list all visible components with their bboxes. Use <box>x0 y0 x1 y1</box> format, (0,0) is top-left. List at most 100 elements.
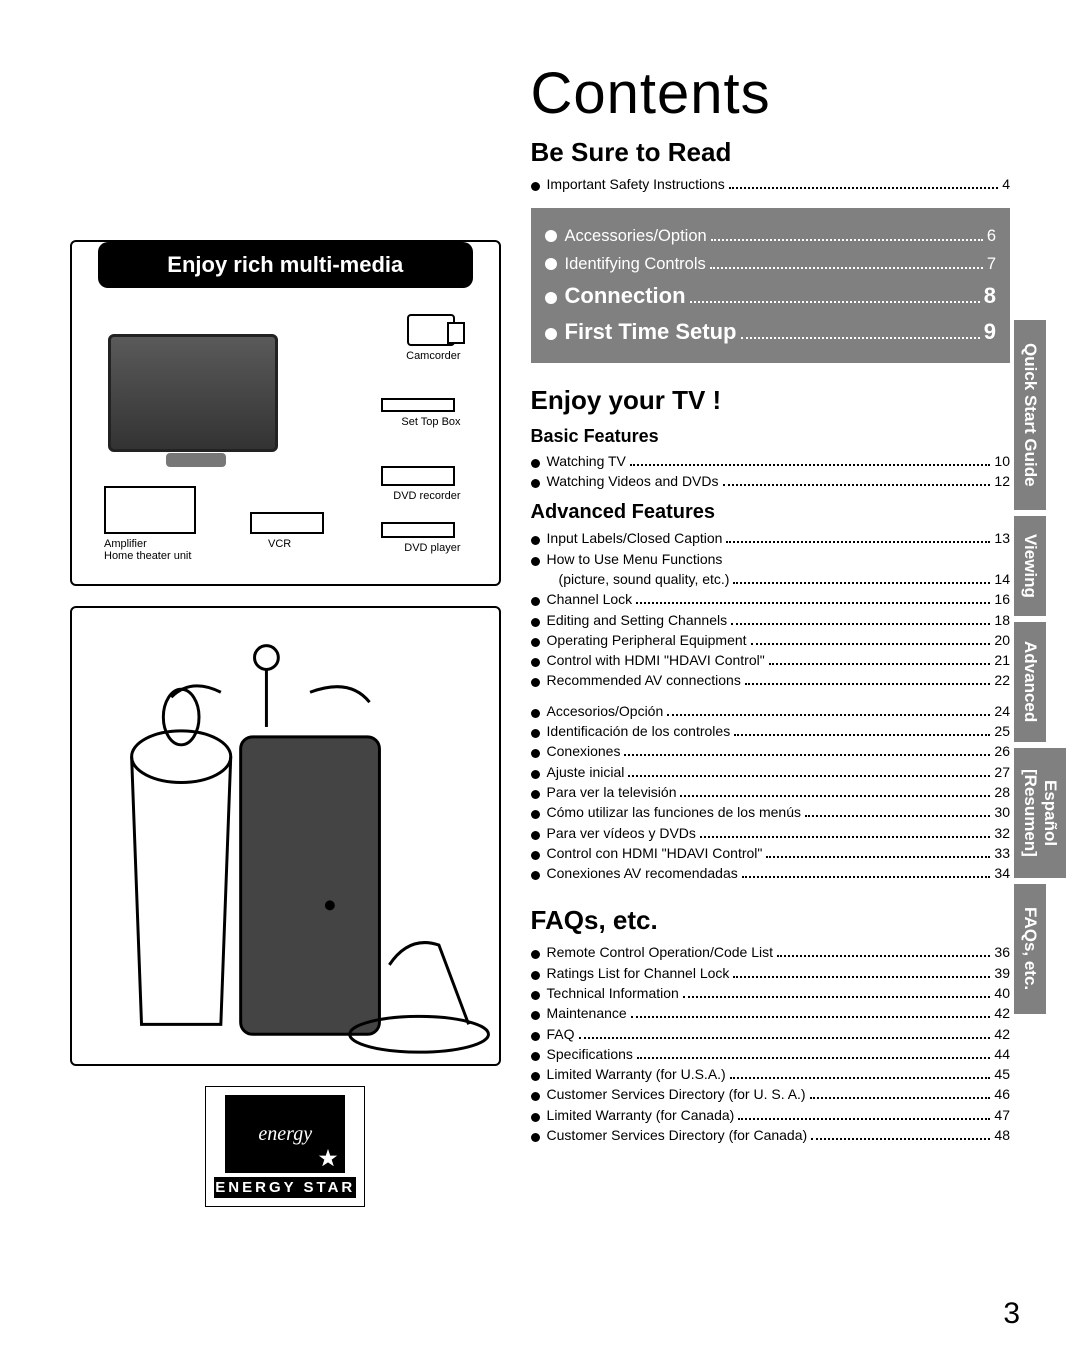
toc-row: Conexiones AV recomendadas 34 <box>531 863 1010 883</box>
bullet-icon <box>531 1133 540 1142</box>
vcr-icon <box>250 512 324 534</box>
bullet-icon <box>531 770 540 779</box>
lifestyle-illustration <box>70 606 501 1066</box>
toc-label: Accesorios/Opción <box>547 701 664 721</box>
toc-page: 46 <box>994 1084 1010 1104</box>
leader-dots <box>729 176 998 189</box>
bullet-icon <box>531 658 540 667</box>
toc-row: (picture, sound quality, etc.) 14 <box>531 569 1010 589</box>
heading-advanced: Advanced Features <box>531 501 1010 524</box>
toc-row: Watching TV 10 <box>531 451 1010 471</box>
bullet-icon <box>531 871 540 880</box>
leader-dots <box>579 1026 991 1039</box>
toc-label: Accessories/Option <box>565 222 707 250</box>
page-title: Contents <box>531 60 1010 127</box>
bullet-icon <box>531 1052 540 1061</box>
toc-page: 24 <box>994 701 1010 721</box>
toc-label: Identifying Controls <box>565 250 706 278</box>
bullet-icon <box>531 709 540 718</box>
tab-espanol: Español [Resumen] <box>1014 748 1066 878</box>
tab-viewing: Viewing <box>1014 516 1046 616</box>
toc-page: 12 <box>994 471 1010 491</box>
bullet-icon <box>531 557 540 566</box>
leader-dots <box>690 284 980 304</box>
heading-faqs: FAQs, etc. <box>531 905 1010 936</box>
advanced-list: Input Labels/Closed Caption13How to Use … <box>531 528 1010 690</box>
toc-row: Customer Services Directory (for Canada)… <box>531 1125 1010 1145</box>
toc-label: Important Safety Instructions <box>547 174 725 194</box>
toc-page: 18 <box>994 610 1010 630</box>
toc-label: (picture, sound quality, etc.) <box>559 569 730 589</box>
toc-row: Control with HDMI "HDAVI Control"21 <box>531 650 1010 670</box>
tv-icon <box>108 334 278 452</box>
leader-dots <box>733 571 990 584</box>
toc-row: Limited Warranty (for Canada)47 <box>531 1105 1010 1125</box>
toc-row: Ajuste inicial27 <box>531 762 1010 782</box>
toc-page: 16 <box>994 589 1010 609</box>
toc-label: Customer Services Directory (for Canada) <box>547 1125 808 1145</box>
tab-quickstart: Quick Start Guide <box>1014 320 1046 510</box>
toc-page: 9 <box>984 314 996 349</box>
toc-label: Conexiones <box>547 741 621 761</box>
toc-page: 25 <box>994 721 1010 741</box>
toc-row: Remote Control Operation/Code List36 <box>531 942 1010 962</box>
toc-label: Ajuste inicial <box>547 762 625 782</box>
toc-label: Specifications <box>547 1044 633 1064</box>
toc-label: Customer Services Directory (for U. S. A… <box>547 1084 806 1104</box>
bullet-icon <box>531 790 540 799</box>
toc-label: Watching TV <box>547 451 626 471</box>
toc-row: Identificación de los controles 25 <box>531 721 1010 741</box>
leader-dots <box>741 319 980 339</box>
leader-dots <box>637 1046 991 1059</box>
toc-page: 10 <box>994 451 1010 471</box>
bullet-icon <box>531 810 540 819</box>
leader-dots <box>631 1006 991 1019</box>
leader-dots <box>777 945 990 958</box>
leader-dots <box>630 453 991 466</box>
bullet-icon <box>531 851 540 860</box>
bullet-icon <box>531 1092 540 1101</box>
leader-dots <box>711 226 983 241</box>
label-dvdplayer: DVD player <box>404 542 460 554</box>
settop-icon <box>381 398 455 412</box>
camcorder-icon <box>407 314 455 346</box>
toc-row: Important Safety Instructions 4 <box>531 174 1010 194</box>
toc-page: 34 <box>994 863 1010 883</box>
besure-list: Important Safety Instructions 4 <box>531 174 1010 194</box>
toc-page: 44 <box>994 1044 1010 1064</box>
toc-row: Connection8 <box>545 278 996 313</box>
leader-dots <box>751 632 991 645</box>
toc-page: 22 <box>994 670 1010 690</box>
toc-label: Conexiones AV recomendadas <box>547 863 738 883</box>
toc-label: First Time Setup <box>565 314 737 349</box>
toc-page: 8 <box>984 278 996 313</box>
toc-page: 4 <box>1002 174 1010 194</box>
toc-row: Customer Services Directory (for U. S. A… <box>531 1084 1010 1104</box>
bullet-icon <box>531 536 540 545</box>
tab-faqs: FAQs, etc. <box>1014 884 1046 1014</box>
toc-row: Technical Information40 <box>531 983 1010 1003</box>
bullet-icon <box>531 831 540 840</box>
leader-dots <box>810 1087 991 1100</box>
amplifier-icon <box>104 486 196 534</box>
toc-page: 39 <box>994 963 1010 983</box>
toc-row: How to Use Menu Functions <box>531 549 1010 569</box>
toc-row: First Time Setup 9 <box>545 314 996 349</box>
leader-dots <box>710 255 983 270</box>
toc-page: 14 <box>994 569 1010 589</box>
leader-dots <box>742 866 991 879</box>
toc-label: Channel Lock <box>547 589 633 609</box>
energy-star-label: ENERGY STAR <box>214 1177 356 1198</box>
toc-row: Operating Peripheral Equipment20 <box>531 630 1010 650</box>
toc-label: Identificación de los controles <box>547 721 731 741</box>
toc-row: Para ver la televisión 28 <box>531 782 1010 802</box>
toc-row: Specifications 44 <box>531 1044 1010 1064</box>
toc-page: 48 <box>994 1125 1010 1145</box>
dvd-player-icon <box>381 522 455 538</box>
toc-label: Para ver la televisión <box>547 782 677 802</box>
dvd-recorder-icon <box>381 466 455 486</box>
toc-page: 28 <box>994 782 1010 802</box>
toc-row: Identifying Controls7 <box>545 250 996 278</box>
heading-enjoy: Enjoy your TV ! <box>531 385 1010 416</box>
bullet-icon <box>545 230 557 242</box>
